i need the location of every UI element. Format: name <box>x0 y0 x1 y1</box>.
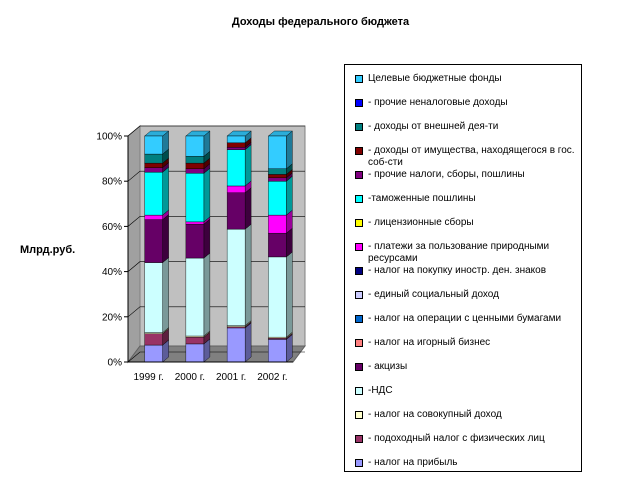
legend-label: - налог на покупку иностр. ден. знаков <box>368 265 547 276</box>
plot-side-wall <box>127 124 141 364</box>
bar-segment <box>226 223 252 327</box>
bar-segment <box>267 130 293 170</box>
bar-segment <box>226 322 252 363</box>
legend-label: - налог на операции с ценными бумагами <box>368 313 562 324</box>
bars <box>144 130 293 363</box>
legend-swatch <box>355 147 363 155</box>
legend-swatch <box>355 291 363 299</box>
legend: Целевые бюджетные фонды - прочие неналого… <box>344 64 582 472</box>
bar-segment <box>144 130 170 155</box>
axes: 0% 20% 40% 60% 80% 100% 1999 г. 2000 г. 2001 г. 2… <box>96 132 293 383</box>
bar-segment <box>144 214 170 263</box>
x-tick-label: 1999 г. <box>134 372 164 383</box>
gridline <box>127 125 305 137</box>
bar-segment <box>267 251 293 338</box>
legend-swatch <box>355 459 363 467</box>
y-axis-label: Млрд.руб. <box>20 244 76 256</box>
legend-swatch <box>355 363 363 371</box>
x-tick-label: 2000 г. <box>175 372 205 383</box>
x-tick-label: 2002 г. <box>257 372 287 383</box>
y-tick-label: 60% <box>102 222 122 233</box>
legend-swatch <box>355 243 363 251</box>
legend-label: - доходы от внешней дея-ти <box>368 121 499 132</box>
legend-swatch <box>355 99 363 107</box>
y-tick-label: 80% <box>102 177 122 188</box>
legend-swatch <box>355 195 363 203</box>
legend-label: - подоходный налог с физических лиц <box>368 433 545 444</box>
legend-label: -таможенные пошлины <box>368 193 476 204</box>
legend-label: - налог на игорный бизнес <box>368 337 491 348</box>
legend-label: - прочие налоги, сборы, пошлины <box>368 169 525 180</box>
legend-swatch <box>355 75 363 83</box>
bar-segment <box>185 130 211 157</box>
legend-swatch <box>355 267 363 275</box>
y-tick-label: 100% <box>96 132 122 143</box>
y-tick-label: 20% <box>102 312 122 323</box>
x-tick-label: 2001 г. <box>216 372 246 383</box>
chart-plot-area: 0% 20% 40% 60% 80% 100% 1999 г. 2000 г. 2001 г. 2… <box>96 124 306 383</box>
bar-segment <box>226 187 252 230</box>
legend-label: - единый социальный доход <box>368 289 499 300</box>
chart-title: Доходы федерального бюджета <box>231 16 410 28</box>
legend-label: - прочие неналоговые доходы <box>368 97 508 108</box>
y-tick-label: 40% <box>102 267 122 278</box>
y-tick-label: 0% <box>108 358 123 369</box>
legend-label: - налог на совокупный доход <box>368 409 502 420</box>
bar-segment <box>185 218 211 259</box>
legend-swatch <box>355 171 363 179</box>
legend-label: - налог на прибыль <box>368 457 458 468</box>
legend-swatch <box>355 435 363 443</box>
bar-segment <box>185 167 211 223</box>
bar-segment <box>144 257 170 334</box>
legend-swatch <box>355 123 363 131</box>
legend-label: - платежи за пользование природными ресу… <box>368 241 550 264</box>
legend-swatch <box>355 339 363 347</box>
legend-label: - акцизы <box>368 361 408 372</box>
legend-label: Целевые бюджетные фонды <box>368 73 502 84</box>
legend-label: -НДС <box>368 385 393 396</box>
legend-label: - доходы от имущества, находящегося в го… <box>368 145 575 168</box>
bar-segment <box>226 130 252 144</box>
legend-swatch <box>355 411 363 419</box>
legend-swatch <box>355 315 363 323</box>
legend-swatch <box>355 219 363 227</box>
bar-segment <box>185 252 211 337</box>
bar-segment <box>144 166 170 216</box>
bar-segment <box>226 144 252 187</box>
legend-swatch <box>355 387 363 395</box>
legend-label: - лицензионные сборы <box>368 217 474 228</box>
bar-segment <box>267 175 293 216</box>
